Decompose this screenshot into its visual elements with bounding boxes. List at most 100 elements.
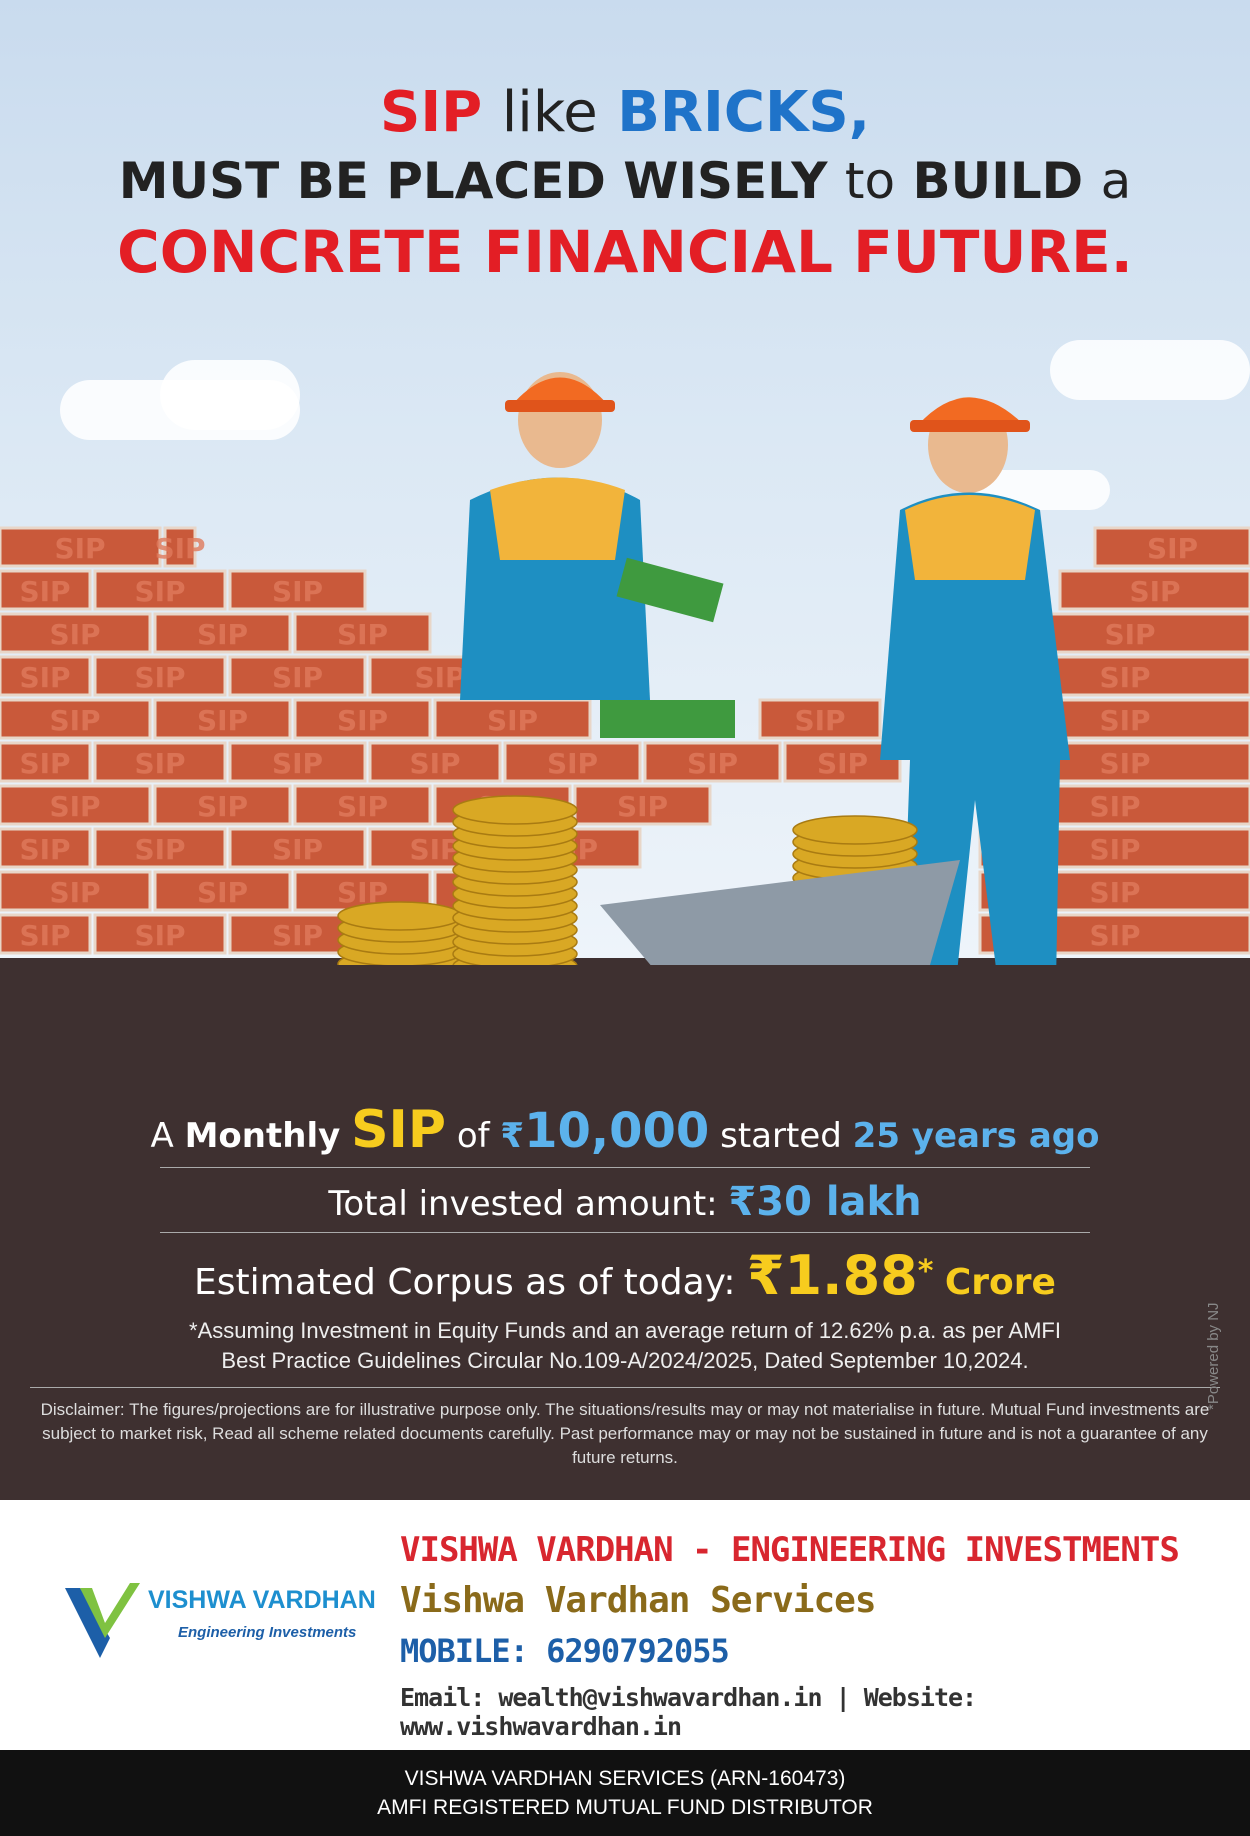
brick-label: SIP (197, 876, 248, 909)
brick-label: SIP (1089, 790, 1140, 823)
brick-label: SIP (414, 661, 465, 694)
brick (573, 784, 712, 826)
brick (93, 827, 227, 869)
brick (153, 698, 292, 740)
brick-label: SIP (134, 919, 185, 952)
headline-to: to (844, 152, 896, 210)
logo-icon (65, 1583, 140, 1658)
brick (0, 784, 152, 826)
brick-label: SIP (272, 919, 323, 952)
monthly-sip-row: A Monthly SIP of ₹10,000 started 25 year… (150, 1100, 1100, 1160)
brick-label: SIP (794, 704, 845, 737)
brick (1093, 526, 1250, 568)
brick (0, 741, 92, 783)
brick-label: SIP (197, 704, 248, 737)
brick (0, 698, 152, 740)
brick (0, 913, 92, 955)
email-website: Email: wealth@vishwavardhan.in | Website… (400, 1683, 977, 1741)
stats: A Monthly SIP of ₹10,000 started 25 year… (0, 1090, 1250, 1176)
powered-by: *Powered by NJ (1205, 1302, 1222, 1410)
bricks-scene: SIP SIP SIP SIP SIP SIP SIP SIP SIP SIP SIP SIP SIP S… (0, 372, 1250, 965)
corpus-row: Estimated Corpus as of today: ₹1.88* Cro… (194, 1244, 1056, 1307)
brick (228, 827, 367, 869)
divider (160, 1232, 1090, 1233)
brick-label: SIP (617, 790, 668, 823)
brick-label: SIP (154, 532, 205, 565)
brick (153, 612, 292, 654)
logo-tagline: Engineering Investments (178, 1624, 357, 1641)
brick-label: SIP (19, 747, 70, 780)
brick (93, 569, 227, 611)
brick-label: SIP (134, 747, 185, 780)
cloud (160, 360, 300, 430)
brick-label: SIP (49, 618, 100, 651)
company-name: VISHWA VARDHAN - ENGINEERING INVESTMENTS (400, 1530, 1180, 1570)
brick-label: SIP (1089, 876, 1140, 909)
brick-label: SIP (272, 661, 323, 694)
invested-row: Total invested amount: ₹30 lakh (328, 1179, 922, 1225)
brick (293, 698, 432, 740)
footer-arn: VISHWA VARDHAN SERVICES (ARN-160473) (404, 1767, 846, 1790)
worker-left (460, 372, 650, 700)
brick (293, 784, 432, 826)
services-name: Vishwa Vardhan Services (400, 1580, 876, 1621)
disclaimer: Disclaimer: The figures/projections are … (40, 1400, 1210, 1467)
brick (0, 655, 92, 697)
brick-label: SIP (409, 833, 460, 866)
brick (433, 698, 592, 740)
brick-label: SIP (687, 747, 738, 780)
brick-label: SIP (49, 704, 100, 737)
brick (153, 784, 292, 826)
brick (0, 526, 162, 568)
coin (337, 901, 463, 931)
brick (153, 870, 292, 912)
divider (30, 1387, 1220, 1388)
brick-label: SIP (272, 575, 323, 608)
brick-label: SIP (337, 704, 388, 737)
brick-label: SIP (19, 661, 70, 694)
mobile-number: MOBILE: 6290792055 (400, 1632, 730, 1670)
cash-bundle (616, 557, 724, 623)
brick-label: SIP (1099, 704, 1150, 737)
brick (293, 612, 432, 654)
brick-label: SIP (1089, 833, 1140, 866)
footer-amfi: AMFI REGISTERED MUTUAL FUND DISTRIBUTOR (377, 1796, 873, 1819)
logo-name: VISHWA VARDHAN (148, 1586, 376, 1614)
brick-label: SIP (134, 833, 185, 866)
brick-label: SIP (49, 876, 100, 909)
brick-label: SIP (19, 919, 70, 952)
brick-label: SIP (1147, 532, 1198, 565)
footer: VISHWA VARDHAN SERVICES (ARN-160473) AMF… (0, 1750, 1250, 1836)
headline-a: a (1100, 152, 1132, 210)
brick (93, 913, 227, 955)
brick-label: SIP (272, 747, 323, 780)
brick (228, 655, 367, 697)
brick (93, 741, 227, 783)
cash-bundle (600, 700, 735, 738)
brick (368, 741, 502, 783)
brick-label: SIP (337, 618, 388, 651)
divider (160, 1167, 1090, 1168)
headline-build: BUILD (912, 152, 1084, 210)
brick (0, 569, 92, 611)
brick (643, 741, 782, 783)
brick-label: SIP (272, 833, 323, 866)
brick-label: SIP (487, 704, 538, 737)
headline: SIP like BRICKS, MUST BE PLACED WISELY t… (0, 78, 1250, 290)
brick-label: SIP (19, 833, 70, 866)
brick-label: SIP (197, 618, 248, 651)
coin (792, 815, 918, 845)
brick (758, 698, 882, 740)
headline-sip: SIP (380, 80, 483, 145)
brick-label: SIP (409, 747, 460, 780)
brick-label: SIP (547, 747, 598, 780)
brick (93, 655, 227, 697)
brick-label: SIP (1089, 919, 1140, 952)
brick-label: SIP (54, 532, 105, 565)
cloud (1050, 340, 1250, 400)
brick (0, 870, 152, 912)
coin (452, 795, 578, 825)
hero-illustration: SIP SIP SIP SIP SIP SIP SIP SIP SIP SIP SIP SIP SIP S… (0, 0, 1250, 965)
brick (503, 741, 642, 783)
assumption-note: *Assuming Investment in Equity Funds and… (189, 1318, 1061, 1373)
